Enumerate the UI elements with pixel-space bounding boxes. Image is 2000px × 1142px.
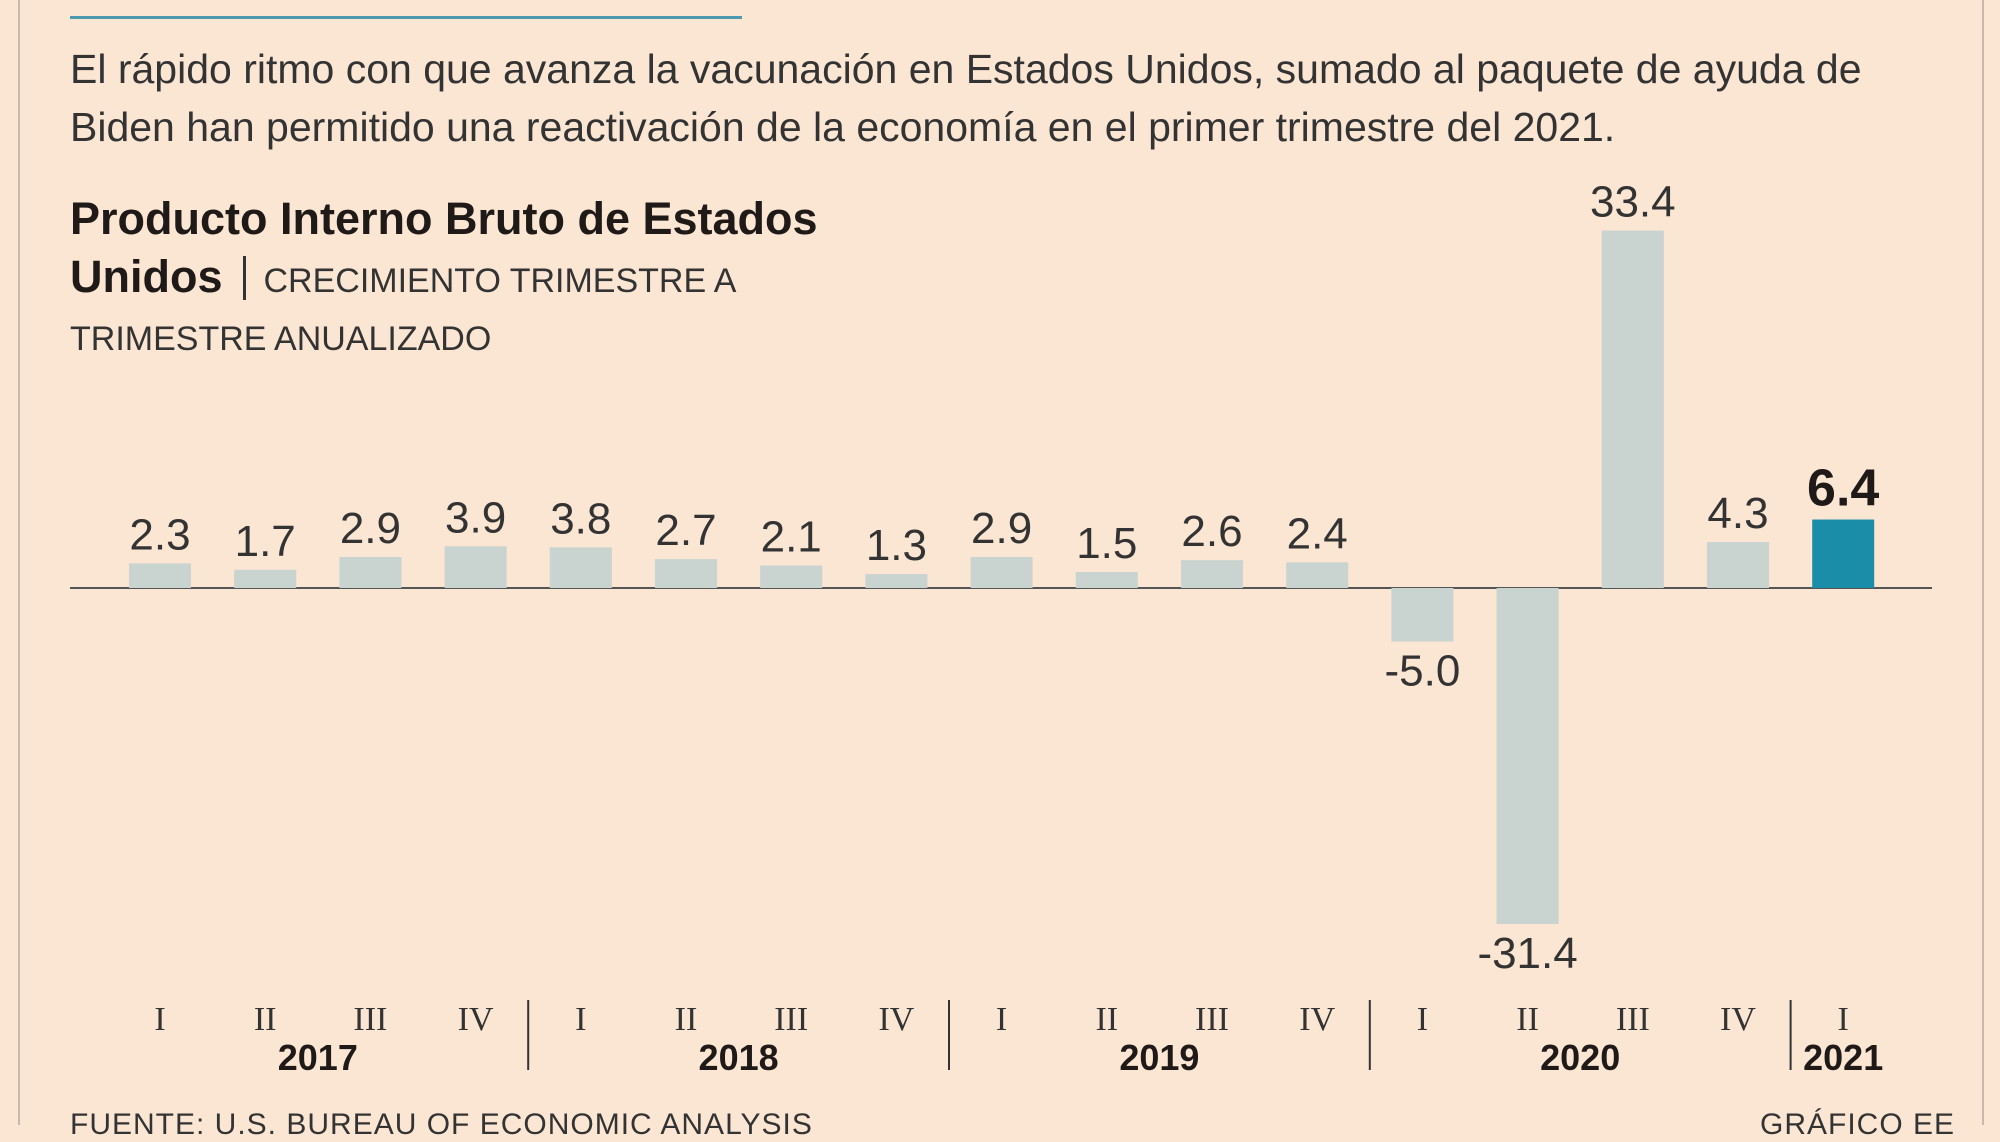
year-label-2021: 2021 xyxy=(1803,1037,1883,1078)
quarter-label-15: IV xyxy=(1720,1001,1756,1038)
value-label-4: 3.8 xyxy=(550,494,611,543)
graphic-credit: GRÁFICO EE xyxy=(1760,1108,1956,1141)
quarter-label-13: II xyxy=(1516,1001,1539,1038)
bar-10 xyxy=(1181,560,1243,588)
year-label-2020: 2020 xyxy=(1540,1037,1620,1078)
bar-1 xyxy=(234,569,297,588)
bar-3 xyxy=(444,546,507,588)
value-label-13: -31.4 xyxy=(1477,929,1577,978)
value-label-9: 1.5 xyxy=(1076,519,1137,568)
quarter-label-5: II xyxy=(675,1001,698,1038)
bar-9 xyxy=(1075,571,1138,588)
bar-14 xyxy=(1601,230,1664,588)
bar-13 xyxy=(1496,588,1559,924)
value-label-16: 6.4 xyxy=(1807,460,1879,518)
quarter-label-16: I xyxy=(1838,1001,1849,1038)
value-label-2: 2.9 xyxy=(340,504,401,553)
value-label-1: 1.7 xyxy=(235,517,296,566)
quarter-label-12: I xyxy=(1417,1001,1428,1038)
value-label-11: 2.4 xyxy=(1287,509,1348,558)
quarter-label-10: III xyxy=(1195,1001,1229,1038)
chart-title-block: Producto Interno Bruto de Estados Unidos… xyxy=(70,190,930,368)
value-label-15: 4.3 xyxy=(1707,489,1768,538)
value-label-6: 2.1 xyxy=(761,513,822,562)
top-accent-rule xyxy=(70,16,742,19)
frame-right-border xyxy=(1982,0,1984,1125)
quarter-label-9: II xyxy=(1095,1001,1118,1038)
bar-6 xyxy=(760,565,823,588)
bar-11 xyxy=(1286,562,1349,588)
frame-left-border xyxy=(18,0,20,1125)
value-label-5: 2.7 xyxy=(655,506,716,555)
bar-12 xyxy=(1391,588,1454,642)
value-label-7: 1.3 xyxy=(866,521,927,570)
bar-8 xyxy=(970,556,1033,588)
title-separator xyxy=(242,256,246,300)
value-label-3: 3.9 xyxy=(445,493,506,542)
value-label-12: -5.0 xyxy=(1384,647,1460,696)
bar-2 xyxy=(339,556,402,588)
quarter-label-1: II xyxy=(254,1001,277,1038)
quarter-label-7: IV xyxy=(878,1001,914,1038)
chart-title: Producto Interno Bruto de Estados Unidos xyxy=(70,193,818,302)
bar-16 xyxy=(1812,519,1875,588)
quarter-label-4: I xyxy=(575,1001,586,1038)
quarter-label-8: I xyxy=(996,1001,1007,1038)
year-label-2019: 2019 xyxy=(1119,1037,1199,1078)
year-label-2017: 2017 xyxy=(278,1037,358,1078)
bar-5 xyxy=(655,559,717,588)
quarter-label-0: I xyxy=(154,1001,165,1038)
year-label-2018: 2018 xyxy=(699,1037,779,1078)
value-label-10: 2.6 xyxy=(1181,507,1242,556)
bar-15 xyxy=(1707,541,1769,588)
source-note: FUENTE: U.S. BUREAU OF ECONOMIC ANALYSIS xyxy=(70,1108,813,1141)
value-label-14: 33.4 xyxy=(1590,178,1676,227)
quarter-label-6: III xyxy=(774,1001,808,1038)
quarter-label-14: III xyxy=(1616,1001,1650,1038)
value-label-0: 2.3 xyxy=(129,510,190,559)
quarter-label-3: IV xyxy=(458,1001,494,1038)
bar-7 xyxy=(865,574,928,588)
value-label-8: 2.9 xyxy=(971,504,1032,553)
bar-4 xyxy=(549,547,612,588)
intro-text: El rápido ritmo con que avanza la vacuna… xyxy=(70,46,1862,150)
quarter-label-2: III xyxy=(353,1001,387,1038)
chart-subtitle: CRECIMIENTO TRIMESTRE A TRIMESTRE ANUALI… xyxy=(70,262,735,358)
bar-0 xyxy=(129,563,191,588)
quarter-label-11: IV xyxy=(1299,1001,1335,1038)
